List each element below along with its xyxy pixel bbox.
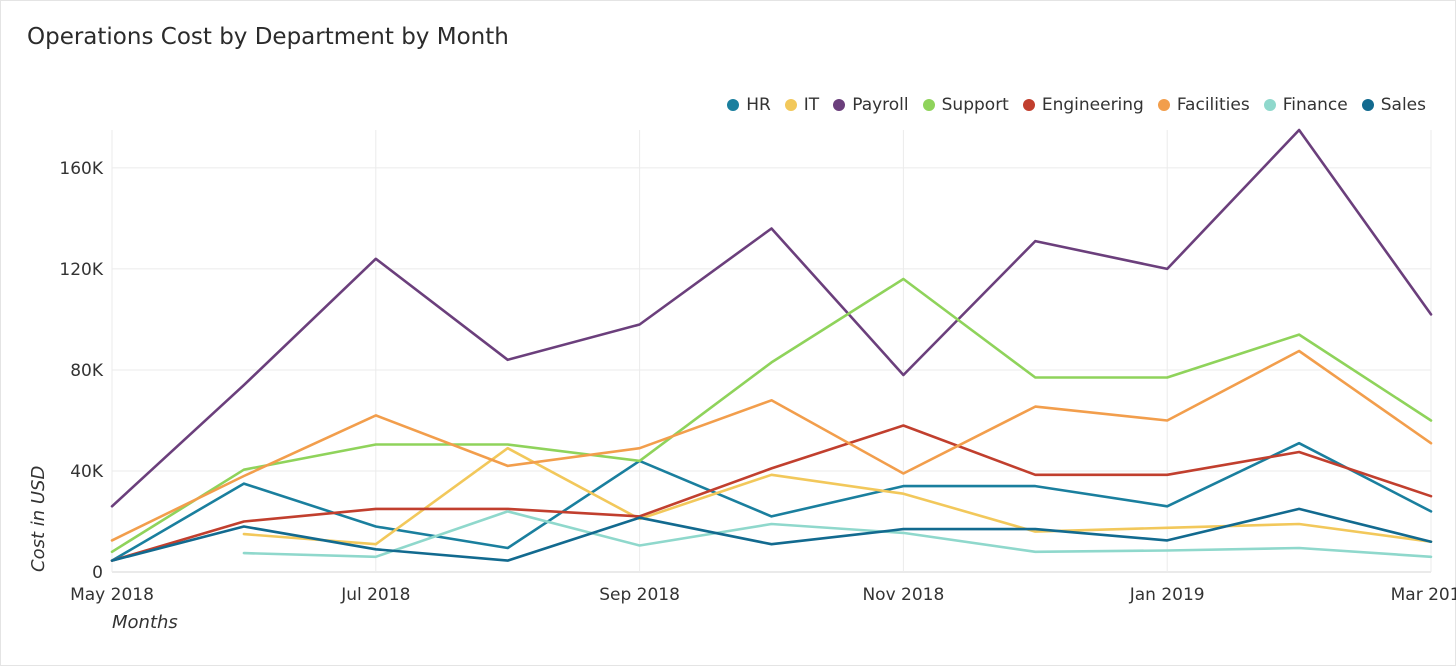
x-tick-label: Sep 2018: [599, 585, 680, 605]
y-tick-label: 80K: [70, 361, 104, 381]
y-tick-label: 0: [92, 563, 103, 583]
legend-label: Payroll: [852, 95, 909, 115]
series-line-it: [242, 446, 1433, 546]
legend-swatch: [922, 99, 935, 111]
x-tick-label: Mar 2019: [1391, 585, 1456, 605]
legend-label: Finance: [1282, 95, 1348, 115]
series-line-sales: [110, 507, 1433, 562]
legend-item-facilities[interactable]: Facilities: [1157, 95, 1250, 115]
y-tick-label: 120K: [59, 260, 103, 280]
chart-legend: HR IT Payroll Support Engineering Facilities F…: [713, 95, 1426, 115]
legend-item-payroll[interactable]: Payroll: [833, 95, 909, 115]
legend-swatch: [1263, 99, 1276, 111]
legend-swatch: [1157, 99, 1170, 111]
legend-swatch: [784, 99, 797, 111]
series-line-facilities: [110, 349, 1433, 542]
legend-swatch: [833, 99, 846, 111]
legend-label: HR: [746, 95, 771, 115]
series-line-support: [110, 277, 1433, 554]
series-line-engineering: [110, 424, 1433, 562]
grid-lines: [111, 130, 1432, 573]
legend-item-engineering[interactable]: Engineering: [1022, 95, 1144, 115]
legend-swatch: [1022, 99, 1035, 111]
legend-item-finance[interactable]: Finance: [1263, 95, 1348, 115]
y-tick-label: 40K: [70, 462, 104, 482]
y-axis-title: Cost in USD: [28, 466, 49, 572]
legend-label: Facilities: [1176, 95, 1250, 115]
legend-swatch: [1361, 99, 1374, 111]
y-tick-label: 160K: [59, 159, 103, 179]
legend-label: Engineering: [1041, 95, 1144, 115]
legend-item-support[interactable]: Support: [922, 95, 1009, 115]
legend-label: Sales: [1380, 95, 1426, 115]
legend-label: IT: [803, 95, 820, 115]
legend-item-it[interactable]: IT: [784, 95, 820, 115]
series-lines: [110, 128, 1433, 562]
legend-swatch: [727, 99, 740, 111]
x-tick-label: Jan 2019: [1129, 585, 1205, 605]
legend-item-hr[interactable]: HR: [727, 95, 771, 115]
x-tick-label: Nov 2018: [862, 585, 944, 605]
legend-label: Support: [941, 95, 1009, 115]
series-line-finance: [242, 510, 1433, 559]
legend-item-sales[interactable]: Sales: [1361, 95, 1426, 115]
x-tick-label: May 2018: [70, 585, 154, 605]
x-tick-label: Jul 2018: [340, 585, 410, 605]
axes: 0 40K 80K 120K 160K May 2018 Jul 2018 Sep 2018 N…: [59, 159, 1456, 605]
series-line-payroll: [110, 128, 1433, 508]
x-axis-title: Months: [112, 612, 178, 633]
chart-title: Operations Cost by Department by Month: [27, 24, 509, 50]
